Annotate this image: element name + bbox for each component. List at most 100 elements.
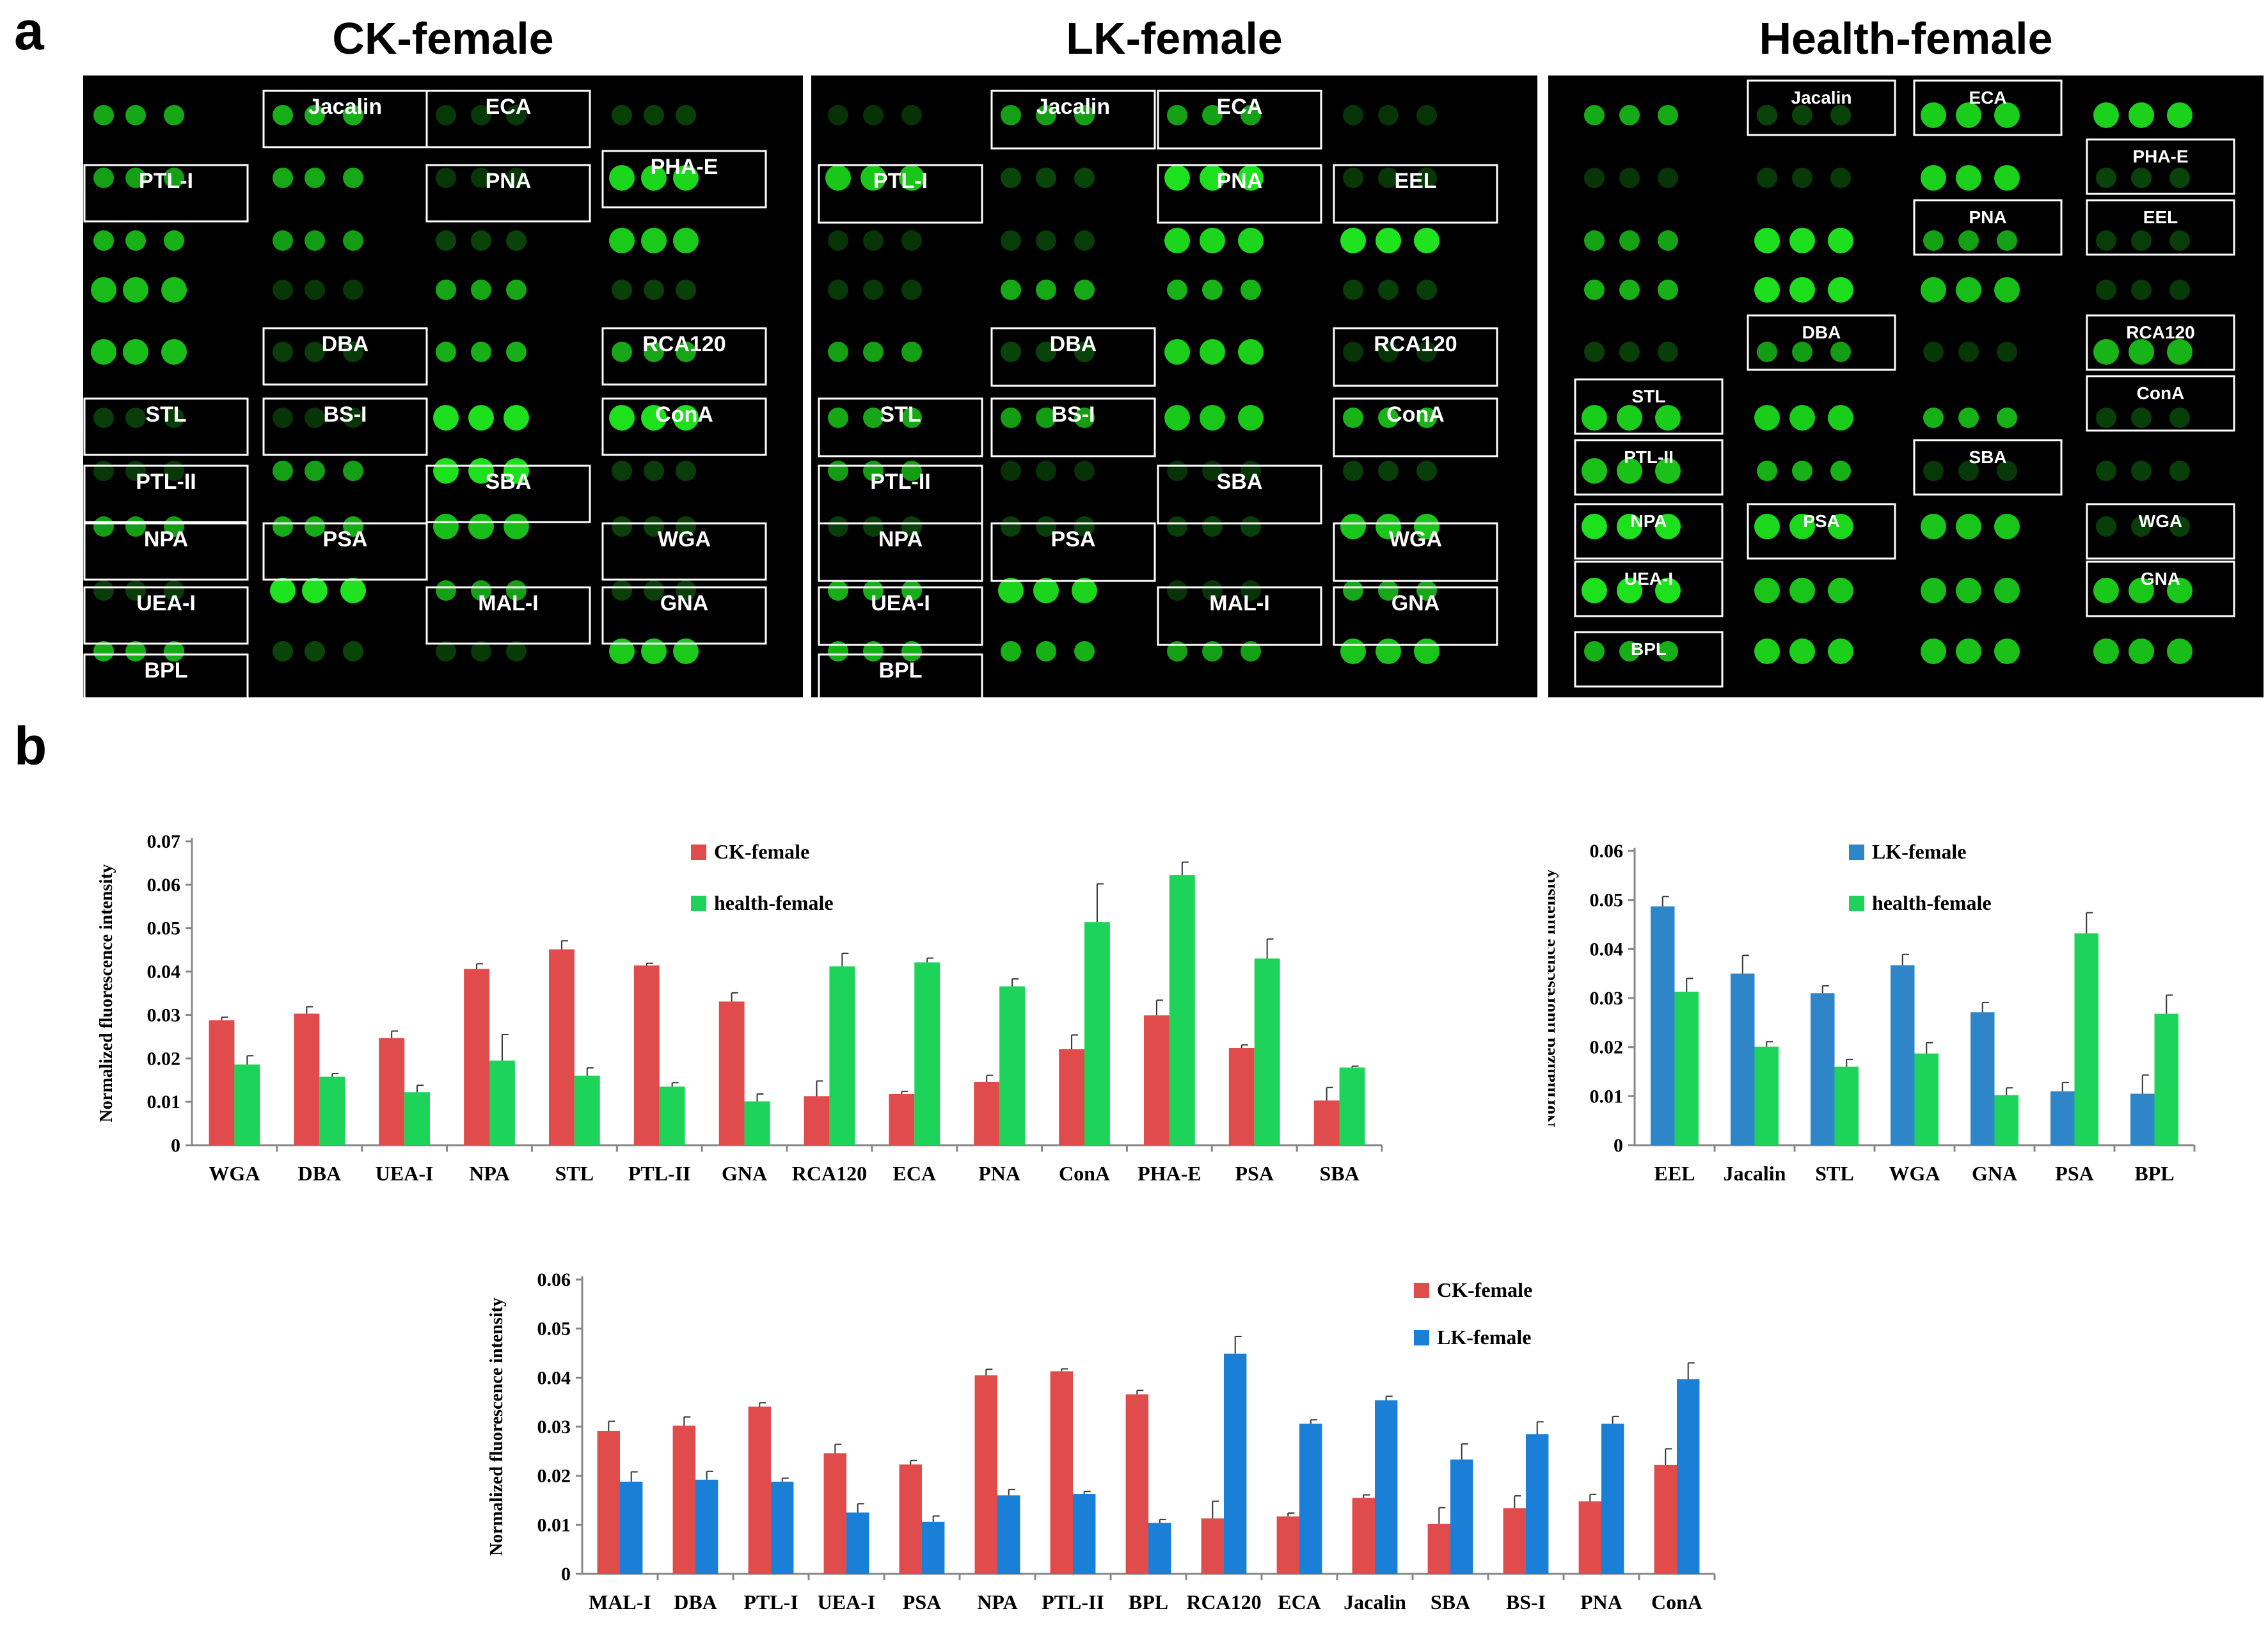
lectin-label: EEL bbox=[2143, 207, 2178, 227]
array-spot bbox=[1343, 105, 1363, 125]
array-spot bbox=[340, 578, 366, 603]
array-spot bbox=[1241, 641, 1261, 662]
array-spot bbox=[273, 105, 293, 125]
array-spot bbox=[1830, 168, 1851, 188]
lectin-array-ck-female: Jacalin ECA PTL-I PNA PHA-E DBA RCA120 STL BS-I C… bbox=[83, 75, 803, 697]
lectin-box-mal-i: MAL-I bbox=[1157, 586, 1322, 646]
array-spot bbox=[1241, 105, 1261, 125]
bar bbox=[2050, 1091, 2075, 1145]
array-spot bbox=[1923, 230, 1944, 251]
array-spot bbox=[1001, 461, 1021, 481]
array-spot bbox=[504, 458, 529, 484]
bar bbox=[294, 1013, 320, 1145]
array-spot bbox=[1619, 168, 1640, 188]
legend-swatch bbox=[691, 845, 706, 860]
lectin-label: Jacalin bbox=[1791, 88, 1852, 107]
bar bbox=[319, 1076, 345, 1145]
lectin-box-ptl-i: PTL-I bbox=[818, 164, 983, 224]
lectin-label: PTL-II bbox=[1624, 447, 1674, 467]
bar bbox=[2074, 933, 2098, 1145]
array-spot bbox=[125, 408, 146, 428]
lectin-box-pna: PNA bbox=[425, 164, 591, 223]
array-spot bbox=[1202, 105, 1223, 125]
bar bbox=[999, 986, 1025, 1145]
array-spot bbox=[1001, 342, 1021, 362]
array-spot bbox=[1340, 514, 1366, 539]
y-tick-label: 0.02 bbox=[537, 1466, 571, 1487]
bar bbox=[1731, 973, 1755, 1145]
array-spot bbox=[644, 580, 664, 601]
array-spot bbox=[343, 105, 363, 125]
lectin-box-npa: NPA bbox=[83, 522, 249, 581]
array-spot bbox=[1757, 168, 1777, 188]
y-tick-label: 0.05 bbox=[537, 1319, 571, 1340]
lectin-box-bs-i: BS-I bbox=[262, 397, 428, 456]
array-spot bbox=[471, 280, 491, 300]
array-spot bbox=[1923, 408, 1944, 428]
bar bbox=[1224, 1353, 1247, 1574]
lectin-box-pna: PNA bbox=[1913, 199, 2063, 256]
array-spot bbox=[825, 165, 851, 191]
array-spot bbox=[1958, 230, 1979, 251]
array-spot bbox=[863, 230, 884, 251]
array-spot bbox=[1958, 342, 1979, 362]
array-spot bbox=[1202, 641, 1223, 662]
bar bbox=[404, 1092, 430, 1145]
legend-label: LK-female bbox=[1437, 1326, 1532, 1349]
x-tick-label: GNA bbox=[722, 1162, 767, 1185]
legend-swatch bbox=[691, 896, 706, 911]
array-spot bbox=[91, 339, 116, 365]
array-spot bbox=[1074, 280, 1095, 300]
bar bbox=[1891, 965, 1915, 1145]
bar bbox=[1148, 1523, 1171, 1574]
array-spot bbox=[1619, 342, 1640, 362]
array-spot bbox=[863, 580, 884, 601]
panel-label-b: b bbox=[14, 716, 47, 776]
bar bbox=[597, 1431, 620, 1574]
bar bbox=[922, 1521, 945, 1574]
array-spot bbox=[1619, 641, 1640, 662]
array-spot bbox=[1074, 516, 1095, 537]
array-spot bbox=[1994, 514, 2020, 539]
lectin-box-mal-i: MAL-I bbox=[425, 586, 591, 645]
lectin-box-eca: ECA bbox=[1913, 79, 2063, 136]
array-spot bbox=[2093, 578, 2119, 603]
array-spot bbox=[343, 516, 363, 537]
array-spot bbox=[2131, 230, 2152, 251]
lectin-label: MAL-I bbox=[1209, 591, 1269, 615]
array-spot bbox=[1828, 578, 1853, 603]
array-spot bbox=[343, 280, 363, 300]
lectin-label: ECA bbox=[486, 95, 532, 119]
array-spot bbox=[828, 230, 848, 251]
lectin-label: SBA bbox=[1969, 447, 2006, 467]
array-spot bbox=[2096, 230, 2116, 251]
array-spot bbox=[901, 280, 922, 300]
array-spot bbox=[1582, 458, 1607, 484]
x-tick-label: BPL bbox=[1129, 1590, 1168, 1614]
lectin-label: UEA-I bbox=[871, 591, 930, 615]
bar-chart-ck-vs-health: 0 0.01 0.02 0.03 0.04 0.05 0.06 0.07 Normalized … bbox=[64, 806, 1420, 1203]
array-spot bbox=[1164, 405, 1190, 431]
array-spot bbox=[161, 277, 187, 303]
lectin-box-eca: ECA bbox=[425, 90, 591, 148]
lectin-box-uea-i: UEA-I bbox=[1574, 560, 1724, 617]
y-axis-label: Normalized fluorescence intensity bbox=[1548, 869, 1559, 1127]
array-spot bbox=[2131, 168, 2152, 188]
array-spot bbox=[1921, 639, 1946, 664]
x-tick-label: UEA-I bbox=[818, 1590, 876, 1614]
array-spot bbox=[1340, 228, 1366, 253]
legend-label: health-female bbox=[714, 891, 834, 914]
array-spot bbox=[612, 342, 632, 362]
array-spot bbox=[471, 641, 491, 662]
array-spot bbox=[2169, 230, 2190, 251]
array-spot bbox=[1202, 280, 1223, 300]
array-spot bbox=[641, 405, 667, 431]
lectin-label: NPA bbox=[1630, 511, 1667, 531]
x-tick-label: PSA bbox=[903, 1590, 941, 1614]
bar bbox=[1299, 1424, 1322, 1574]
lectin-label: ConA bbox=[2137, 383, 2185, 403]
array-spot bbox=[1789, 277, 1815, 303]
array-spot bbox=[1997, 230, 2017, 251]
lectin-label: PHA-E bbox=[2132, 147, 2188, 166]
y-tick-label: 0.05 bbox=[147, 918, 181, 939]
